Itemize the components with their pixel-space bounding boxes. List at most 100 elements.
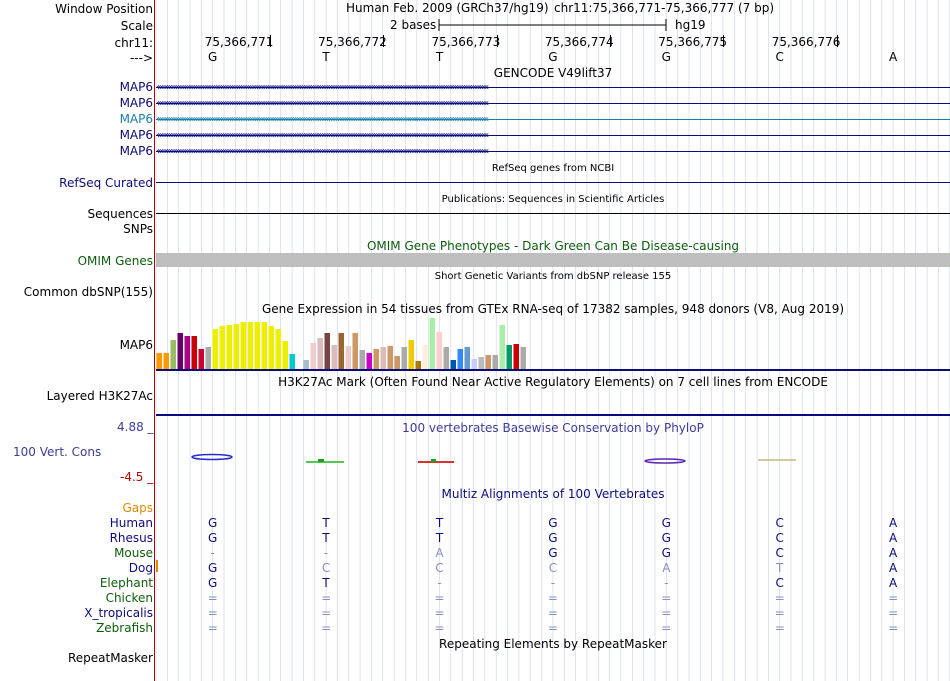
gtex-tissue-bar[interactable] <box>177 333 184 369</box>
gtex-tissue-bar[interactable] <box>394 356 401 369</box>
gtex-tissue-bar[interactable] <box>359 350 366 369</box>
gtex-tissue-bar[interactable] <box>338 333 345 369</box>
gtex-tissue-bar[interactable] <box>275 329 282 369</box>
refseq-track-line[interactable] <box>156 182 950 183</box>
gtex-bar-chart[interactable] <box>156 316 536 370</box>
gtex-tissue-bar[interactable] <box>520 347 527 369</box>
gtex-tissue-bar[interactable] <box>310 343 317 369</box>
scale-db: hg19 <box>675 18 706 32</box>
gencode-transcript-strand[interactable]: ‹‹‹‹‹‹‹‹‹‹‹‹‹‹‹‹‹‹‹‹‹‹‹‹‹‹‹‹‹‹‹‹‹‹‹‹‹‹‹‹… <box>156 147 489 157</box>
gtex-tissue-bar[interactable] <box>282 341 289 369</box>
gtex-tissue-bar[interactable] <box>205 347 212 369</box>
species-label[interactable]: Rhesus <box>109 531 153 545</box>
repeatmasker-track-label[interactable]: RepeatMasker <box>67 651 153 665</box>
species-label[interactable]: Zebrafish <box>96 621 153 635</box>
species-label[interactable]: Chicken <box>105 591 153 605</box>
gtex-tissue-bar[interactable] <box>268 326 275 369</box>
gencode-transcript-line[interactable] <box>156 119 950 120</box>
gencode-transcript-label[interactable]: MAP6 <box>119 96 153 110</box>
gtex-tissue-bar[interactable] <box>429 318 436 369</box>
aligned-base: G <box>208 516 218 530</box>
gencode-transcript-strand[interactable]: ‹‹‹‹‹‹‹‹‹‹‹‹‹‹‹‹‹‹‹‹‹‹‹‹‹‹‹‹‹‹‹‹‹‹‹‹‹‹‹‹… <box>156 115 489 125</box>
species-label[interactable]: X_tropicalis <box>84 606 153 620</box>
aligned-base: = <box>774 606 785 620</box>
gtex-tissue-bar[interactable] <box>247 322 254 369</box>
gtex-tissue-bar[interactable] <box>345 346 352 369</box>
gencode-transcript-label[interactable]: MAP6 <box>119 144 153 158</box>
gtex-tissue-bar[interactable] <box>373 349 380 369</box>
gencode-transcript-line[interactable] <box>156 151 950 152</box>
gencode-transcript-label[interactable]: MAP6 <box>119 128 153 142</box>
snps-track-label[interactable]: SNPs <box>123 222 153 236</box>
species-label[interactable]: Mouse <box>114 546 153 560</box>
gtex-tissue-bar[interactable] <box>212 329 219 369</box>
gtex-tissue-bar[interactable] <box>331 345 338 369</box>
gtex-tissue-bar[interactable] <box>254 322 261 369</box>
aligned-base: = <box>774 591 785 605</box>
phylop-plot[interactable] <box>156 450 950 470</box>
gencode-transcript-strand[interactable]: ‹‹‹‹‹‹‹‹‹‹‹‹‹‹‹‹‹‹‹‹‹‹‹‹‹‹‹‹‹‹‹‹‹‹‹‹‹‹‹‹… <box>156 99 489 109</box>
gtex-tissue-bar[interactable] <box>387 346 394 369</box>
gencode-transcript-line[interactable] <box>156 103 950 104</box>
gtex-track-label[interactable]: MAP6 <box>119 338 153 352</box>
gtex-tissue-bar[interactable] <box>324 333 331 369</box>
species-label[interactable]: Elephant <box>99 576 153 590</box>
gtex-tissue-bar[interactable] <box>457 349 464 369</box>
gtex-tissue-bar[interactable] <box>352 333 359 369</box>
gtex-tissue-bar[interactable] <box>464 347 471 369</box>
gencode-transcript-label[interactable]: MAP6 <box>119 80 153 94</box>
gtex-tissue-bar[interactable] <box>422 345 429 369</box>
gtex-tissue-bar[interactable] <box>450 360 457 369</box>
gtex-tissue-bar[interactable] <box>233 324 240 369</box>
chrom-label: chr11: <box>114 36 153 50</box>
gtex-tissue-bar[interactable] <box>240 322 247 369</box>
gtex-tissue-bar[interactable] <box>156 353 163 369</box>
gtex-tissue-bar[interactable] <box>436 332 443 369</box>
publications-track-label[interactable]: Sequences <box>87 207 153 221</box>
ruler-position-label: 75,366,776 <box>771 35 841 49</box>
species-label[interactable]: Human <box>109 516 153 530</box>
omim-track-label[interactable]: OMIM Genes <box>77 254 153 268</box>
gencode-transcript-line[interactable] <box>156 87 950 88</box>
gtex-tissue-bar[interactable] <box>226 325 233 369</box>
species-label[interactable]: Dog <box>128 561 153 575</box>
gtex-tissue-bar[interactable] <box>366 353 373 369</box>
gtex-tissue-bar[interactable] <box>303 360 310 369</box>
h3k27ac-track-label[interactable]: Layered H3K27Ac <box>46 389 153 403</box>
gtex-tissue-bar[interactable] <box>219 326 226 369</box>
gtex-tissue-bar[interactable] <box>191 336 198 369</box>
gencode-transcript-strand[interactable]: ‹‹‹‹‹‹‹‹‹‹‹‹‹‹‹‹‹‹‹‹‹‹‹‹‹‹‹‹‹‹‹‹‹‹‹‹‹‹‹‹… <box>156 131 489 141</box>
gtex-tissue-bar[interactable] <box>261 322 268 369</box>
gtex-tissue-bar[interactable] <box>317 338 324 369</box>
gtex-tissue-bar[interactable] <box>471 359 478 369</box>
publications-track-line[interactable] <box>156 213 950 214</box>
gtex-tissue-bar[interactable] <box>478 357 485 369</box>
assembly-title: Human Feb. 2009 (GRCh37/hg19) <box>346 1 549 15</box>
gtex-tissue-bar[interactable] <box>415 361 422 369</box>
gtex-tissue-bar[interactable] <box>198 349 205 369</box>
gtex-tissue-bar[interactable] <box>499 325 506 369</box>
dbsnp-track-label[interactable]: Common dbSNP(155) <box>23 285 153 299</box>
omim-gene-bar[interactable] <box>156 253 950 267</box>
gtex-tissue-bar[interactable] <box>184 336 191 369</box>
aligned-base: G <box>661 546 671 560</box>
gtex-tissue-bar[interactable] <box>492 355 499 369</box>
gtex-tissue-bar[interactable] <box>163 353 170 369</box>
gtex-tissue-bar[interactable] <box>443 347 450 369</box>
gencode-transcript-label[interactable]: MAP6 <box>119 112 153 126</box>
refseq-track-label[interactable]: RefSeq Curated <box>59 176 153 190</box>
gtex-tissue-bar[interactable] <box>506 345 513 369</box>
gtex-tissue-bar[interactable] <box>485 355 492 369</box>
gtex-tissue-bar[interactable] <box>408 340 415 369</box>
gtex-tissue-bar[interactable] <box>289 354 296 369</box>
aligned-base: A <box>435 546 444 560</box>
label-divider[interactable] <box>154 0 155 681</box>
gtex-tissue-bar[interactable] <box>380 347 387 369</box>
gencode-transcript-strand[interactable]: ‹‹‹‹‹‹‹‹‹‹‹‹‹‹‹‹‹‹‹‹‹‹‹‹‹‹‹‹‹‹‹‹‹‹‹‹‹‹‹‹… <box>156 83 489 93</box>
gencode-transcript-line[interactable] <box>156 135 950 136</box>
phylop-track-label[interactable]: 100 Vert. Cons <box>13 445 102 459</box>
gtex-tissue-bar[interactable] <box>513 344 520 369</box>
gtex-tissue-bar[interactable] <box>401 347 408 369</box>
gtex-tissue-bar[interactable] <box>170 340 177 369</box>
